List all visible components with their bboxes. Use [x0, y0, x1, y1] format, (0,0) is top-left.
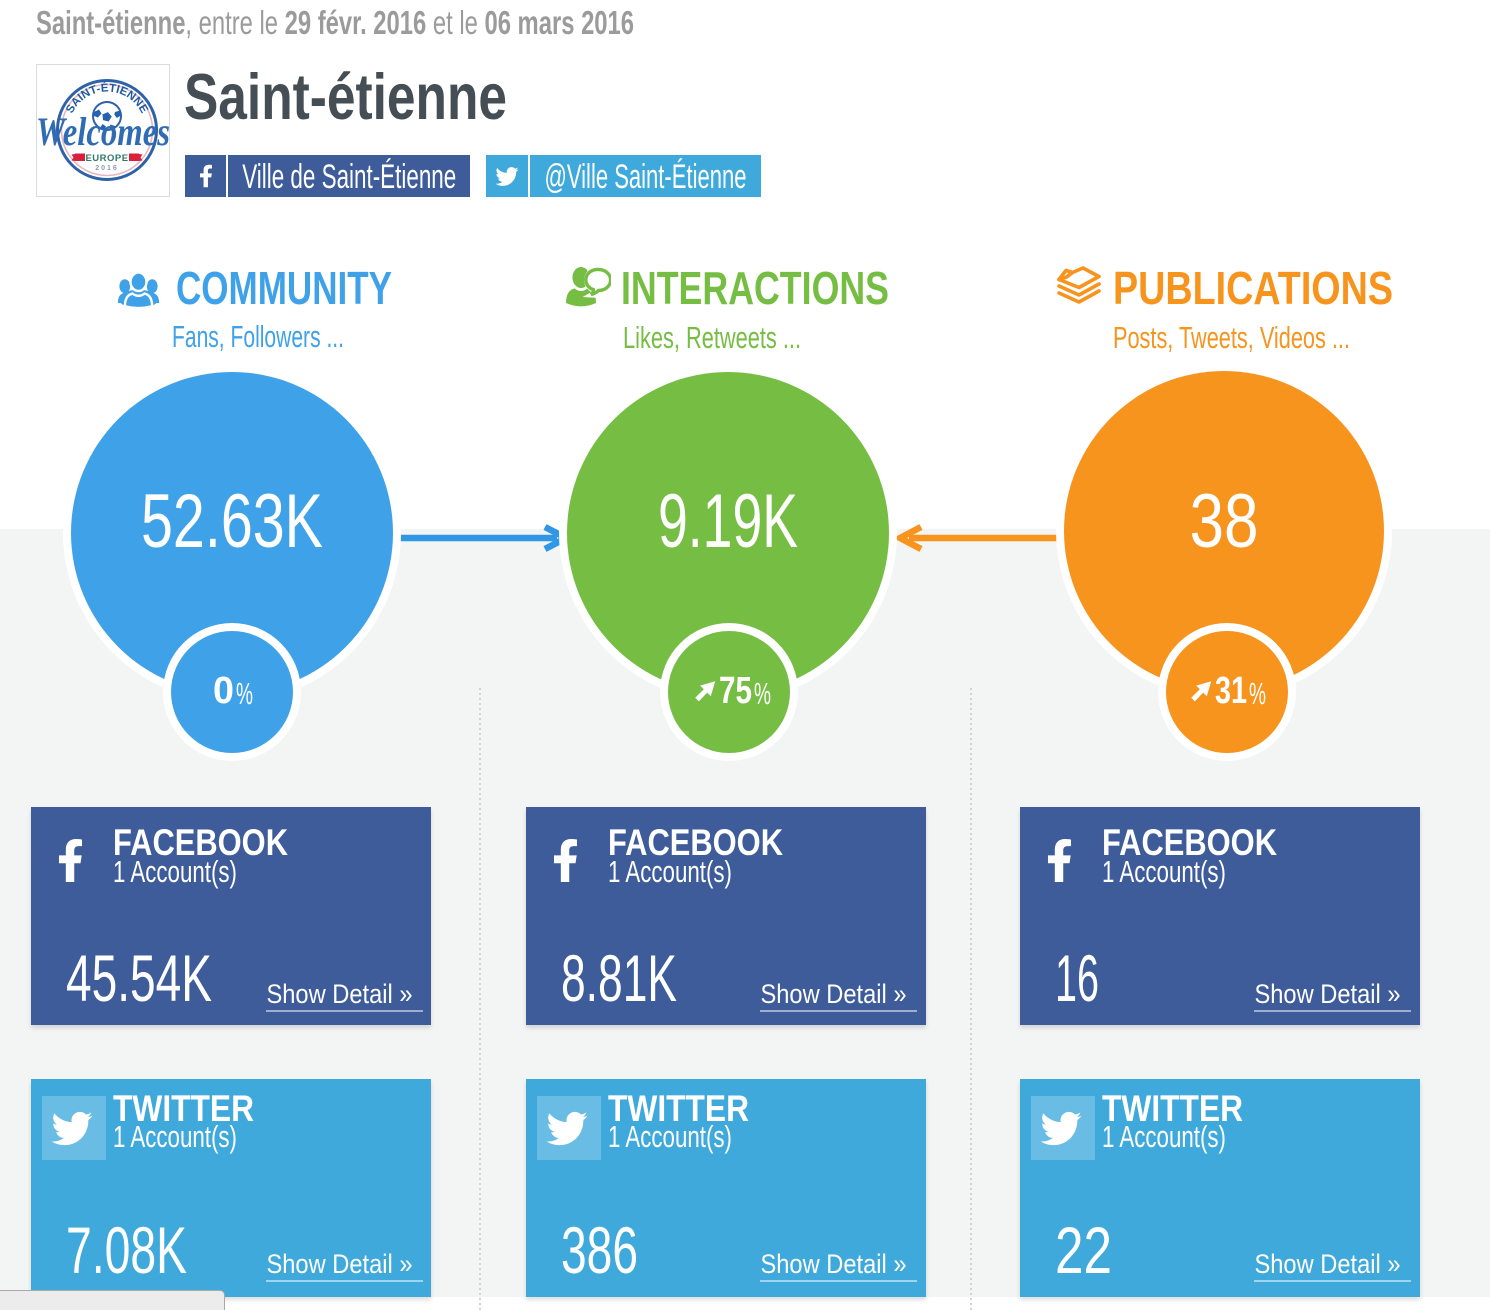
svg-text:EUROPE: EUROPE	[85, 153, 128, 164]
svg-text:Welcomes: Welcomes	[37, 109, 169, 154]
svg-text:2016: 2016	[95, 165, 119, 172]
